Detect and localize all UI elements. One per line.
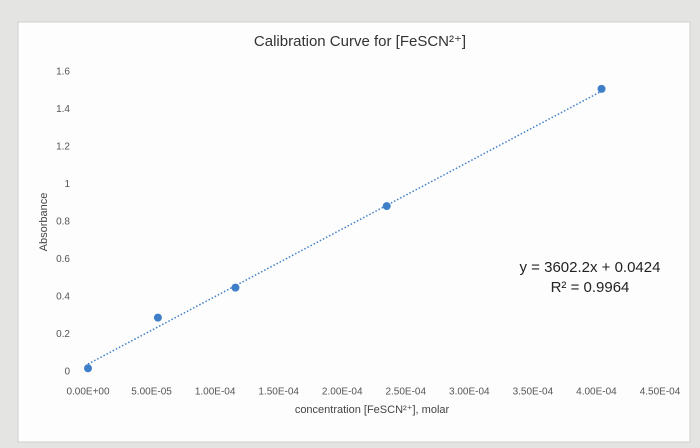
y-tick-label: 0.6	[56, 254, 70, 265]
y-axis-label: Absorbance	[38, 193, 50, 252]
y-tick-label: 1.2	[56, 142, 70, 153]
y-tick-label: 1.4	[56, 104, 70, 115]
x-tick-label: 2.00E-04	[322, 387, 363, 398]
y-tick-label: 1.6	[56, 67, 70, 78]
r-squared: R² = 0.9964	[551, 279, 630, 296]
y-tick-label: 0.2	[56, 329, 70, 340]
point	[231, 283, 240, 292]
equation: y = 3602.2x + 0.0424	[520, 259, 661, 276]
y-tick-label: 0.8	[56, 217, 70, 228]
x-tick-label: 4.00E-04	[576, 387, 617, 398]
x-tick-label: 1.50E-04	[258, 387, 299, 398]
point	[84, 364, 92, 373]
chart-frame	[17, 21, 691, 443]
chart-title: Calibration Curve for [FeSCN²⁺]	[254, 33, 466, 50]
point	[153, 313, 162, 322]
x-tick-label: 0.00E+00	[66, 387, 110, 398]
x-tick-label: 5.00E-05	[131, 387, 172, 398]
point	[597, 84, 606, 93]
x-tick-label: 4.50E-04	[640, 387, 681, 398]
y-tick-label: 1	[64, 179, 70, 190]
y-tick-label: 0	[64, 367, 70, 378]
x-tick-label: 3.50E-04	[513, 387, 554, 398]
y-tick-label: 0.4	[56, 292, 70, 303]
x-tick-label: 1.00E-04	[195, 387, 236, 398]
point	[382, 202, 391, 211]
x-tick-label: 3.00E-04	[449, 387, 490, 398]
x-tick-label: 2.50E-04	[385, 387, 426, 398]
x-axis-label: concentration [FeSCN²⁺], molar	[295, 404, 450, 416]
trendline	[87, 90, 602, 365]
